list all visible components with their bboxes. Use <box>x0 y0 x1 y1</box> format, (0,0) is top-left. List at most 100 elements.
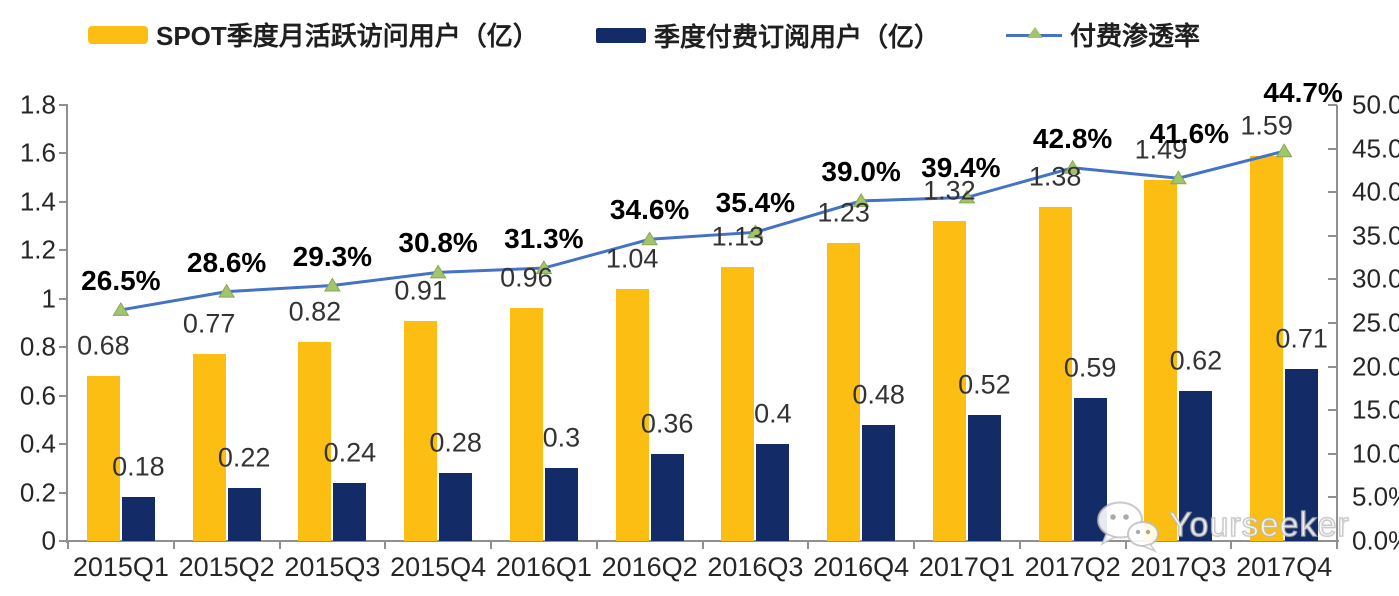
y-axis-right-tick-label: 25.0% <box>1352 307 1399 338</box>
x-axis-tick-label: 2016Q3 <box>707 552 804 582</box>
y-axis-right-tick-label: 50.0% <box>1352 89 1399 120</box>
y-axis-right-tick <box>1328 409 1337 412</box>
penetration-label: 39.0% <box>821 155 901 187</box>
y-axis-right-tick-label: 20.0% <box>1352 351 1399 382</box>
bar-mau <box>615 289 649 541</box>
y-axis-left-tick-label: 0.6 <box>19 380 56 411</box>
bar-subs <box>121 497 155 541</box>
bar-label-subs: 0.52 <box>958 369 1011 400</box>
bar-mau <box>404 320 438 541</box>
line-marker-triangle <box>112 301 130 316</box>
bar-label-mau: 1.04 <box>605 243 659 274</box>
y-axis-right-tick-label: 15.0% <box>1352 394 1399 425</box>
bar-label-subs: 0.28 <box>429 427 482 458</box>
x-axis-tick-label: 2017Q3 <box>1130 552 1227 582</box>
line-marker-triangle <box>1169 170 1187 185</box>
x-axis-tick-label: 2015Q1 <box>72 552 169 582</box>
bar-label-mau: 0.96 <box>500 262 553 293</box>
penetration-label: 29.3% <box>292 240 373 272</box>
penetration-label: 35.4% <box>715 187 796 219</box>
x-axis-tick <box>278 541 281 549</box>
x-axis-tick-label: 2016Q1 <box>495 552 592 582</box>
bar-label-subs: 0.18 <box>112 451 165 482</box>
y-axis-left-tick-label: 1.4 <box>19 186 56 217</box>
y-axis-left-tick-label: 0.4 <box>19 428 56 459</box>
x-axis-tick <box>384 541 387 549</box>
bar-label-mau: 1.49 <box>1134 134 1188 165</box>
bar-subs <box>333 482 367 541</box>
watermark-text: Yourseeker <box>1168 505 1350 545</box>
bar-label-mau: 0.82 <box>288 296 342 327</box>
y-axis-left-tick-label: 0.8 <box>19 331 56 362</box>
y-axis-left-tick <box>59 394 68 397</box>
bar-label-subs: 0.4 <box>754 398 792 429</box>
penetration-label: 41.6% <box>1149 118 1230 150</box>
y-axis-left-tick <box>59 104 68 106</box>
x-axis-tick-label: 2017Q4 <box>1236 552 1333 582</box>
bar-mau <box>827 243 861 541</box>
line-marker-triangle <box>1064 159 1082 174</box>
bar-subs <box>650 453 684 541</box>
y-axis-left-tick <box>59 540 68 542</box>
bar-subs <box>439 473 473 541</box>
legend-item-subs: 季度付费订阅用户（亿） <box>596 17 940 54</box>
bar-label-mau: 0.77 <box>182 308 236 339</box>
line-marker-triangle <box>323 277 341 292</box>
penetration-label: 42.8% <box>1032 122 1113 154</box>
x-axis-tick <box>490 541 492 549</box>
line-marker-triangle <box>429 264 447 279</box>
triangle-marker-icon <box>1027 26 1043 38</box>
y-axis-left-tick-label: 1.6 <box>19 137 56 168</box>
penetration-line-swatch <box>1006 24 1062 46</box>
bar-mau <box>509 308 543 541</box>
x-axis-tick <box>172 541 175 549</box>
y-axis-left-tick <box>59 491 68 494</box>
penetration-label: 26.5% <box>81 264 161 296</box>
y-axis-right-line <box>1336 105 1338 543</box>
y-axis-right-tick <box>1328 496 1337 499</box>
bar-subs <box>227 487 261 541</box>
line-marker-triangle <box>746 224 764 239</box>
bar-label-mau: 1.23 <box>817 197 870 228</box>
bar-mau <box>1038 206 1072 541</box>
bar-mau <box>298 342 332 541</box>
x-axis-tick <box>913 541 915 549</box>
y-axis-right-tick <box>1328 540 1337 542</box>
legend-item-mau: SPOT季度月活跃访问用户（亿） <box>88 16 539 53</box>
bar-mau <box>1250 155 1284 541</box>
bar-subs <box>756 444 790 541</box>
y-axis-right-tick-label: 10.0% <box>1352 438 1399 469</box>
line-marker-triangle <box>641 231 659 246</box>
legend-label-mau: SPOT季度月活跃访问用户（亿） <box>156 21 539 51</box>
y-axis-right-tick <box>1328 278 1337 281</box>
mau-bar-swatch <box>88 25 148 44</box>
bar-label-subs: 0.36 <box>640 408 694 439</box>
x-axis-tick-label: 2015Q3 <box>284 552 381 582</box>
penetration-label: 44.7% <box>1263 77 1343 109</box>
subs-bar-swatch <box>596 28 646 43</box>
x-axis-tick <box>67 541 69 549</box>
legend-item-penetration: 付费渗透率 <box>1006 16 1200 53</box>
bar-label-subs: 0.3 <box>542 422 581 453</box>
line-marker-triangle <box>535 260 553 275</box>
y-axis-left-tick-label: 0 <box>41 525 56 556</box>
bar-label-subs: 0.48 <box>852 379 905 410</box>
y-axis-right-tick-label: 40.0% <box>1352 176 1399 207</box>
y-axis-left-tick <box>59 443 68 446</box>
x-axis-tick-label: 2017Q2 <box>1024 552 1121 582</box>
y-axis-left-tick <box>59 249 68 252</box>
bar-mau <box>721 267 755 541</box>
line-marker-triangle <box>852 192 870 207</box>
penetration-label: 28.6% <box>186 246 267 278</box>
bar-label-mau: 1.32 <box>923 175 976 206</box>
y-axis-right-tick <box>1328 104 1337 106</box>
y-axis-right-tick <box>1328 322 1337 324</box>
y-axis-right-tick-label: 5.0% <box>1352 481 1399 512</box>
y-axis-right-tick-label: 45.0% <box>1352 133 1399 164</box>
y-axis-left-line <box>66 105 68 543</box>
x-axis-tick <box>1230 541 1233 549</box>
bar-mau <box>1144 180 1178 541</box>
x-axis-tick <box>595 541 598 549</box>
x-axis-tick-label: 2015Q2 <box>178 552 275 582</box>
